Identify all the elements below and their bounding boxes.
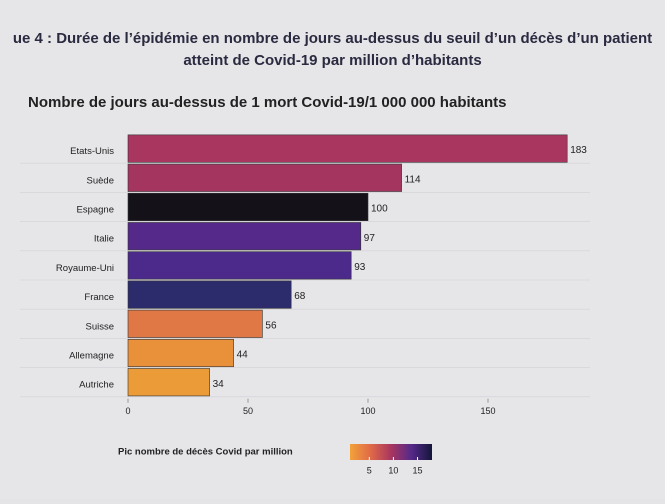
bar: [127, 309, 263, 338]
heading: ue 4 : Durée de l’épidémie en nombre de …: [12, 30, 653, 69]
y-tick-label: Royaume-Uni: [56, 263, 114, 274]
colorbar: [350, 444, 432, 460]
colorbar-tick-label: 15: [413, 465, 423, 475]
value-label: 44: [237, 350, 249, 361]
bar: [127, 163, 402, 192]
x-tick-label: 150: [480, 406, 495, 416]
colorbar-tick-label: 5: [367, 465, 372, 475]
colorbar-title: Pic nombre de décès Covid par million: [118, 447, 293, 458]
value-label: 97: [364, 233, 376, 244]
y-tick-label: Suisse: [85, 321, 114, 332]
bar: [127, 251, 352, 280]
bar: [127, 338, 234, 368]
x-tick-label: 50: [243, 406, 253, 416]
y-tick-label: Espagne: [76, 205, 114, 216]
value-label: 56: [265, 320, 277, 331]
y-tick-label: Etats-Unis: [70, 146, 114, 157]
x-tick-label: 100: [360, 406, 375, 416]
bar: [127, 134, 568, 163]
value-label: 114: [405, 174, 421, 185]
bar: [127, 368, 210, 397]
bar: [127, 192, 369, 222]
heading-box: ue 4 : Durée de l’épidémie en nombre de …: [12, 30, 653, 69]
y-tick-label: Allemagne: [69, 351, 114, 362]
chart-title: Nombre de jours au-dessus de 1 mort Covi…: [28, 94, 506, 111]
bar: [127, 280, 292, 309]
y-tick-label: Suède: [87, 175, 114, 186]
value-label: 183: [570, 145, 587, 156]
bar: [127, 222, 362, 251]
y-tick-label: Autriche: [79, 380, 114, 391]
y-tick-label: Italie: [94, 234, 114, 245]
value-label: 68: [294, 291, 306, 302]
value-label: 34: [213, 379, 225, 390]
x-tick-label: 0: [125, 406, 130, 416]
value-label: 100: [371, 204, 388, 215]
y-tick-label: France: [84, 292, 114, 303]
colorbar-tick-label: 10: [388, 465, 398, 475]
value-label: 93: [354, 262, 366, 273]
